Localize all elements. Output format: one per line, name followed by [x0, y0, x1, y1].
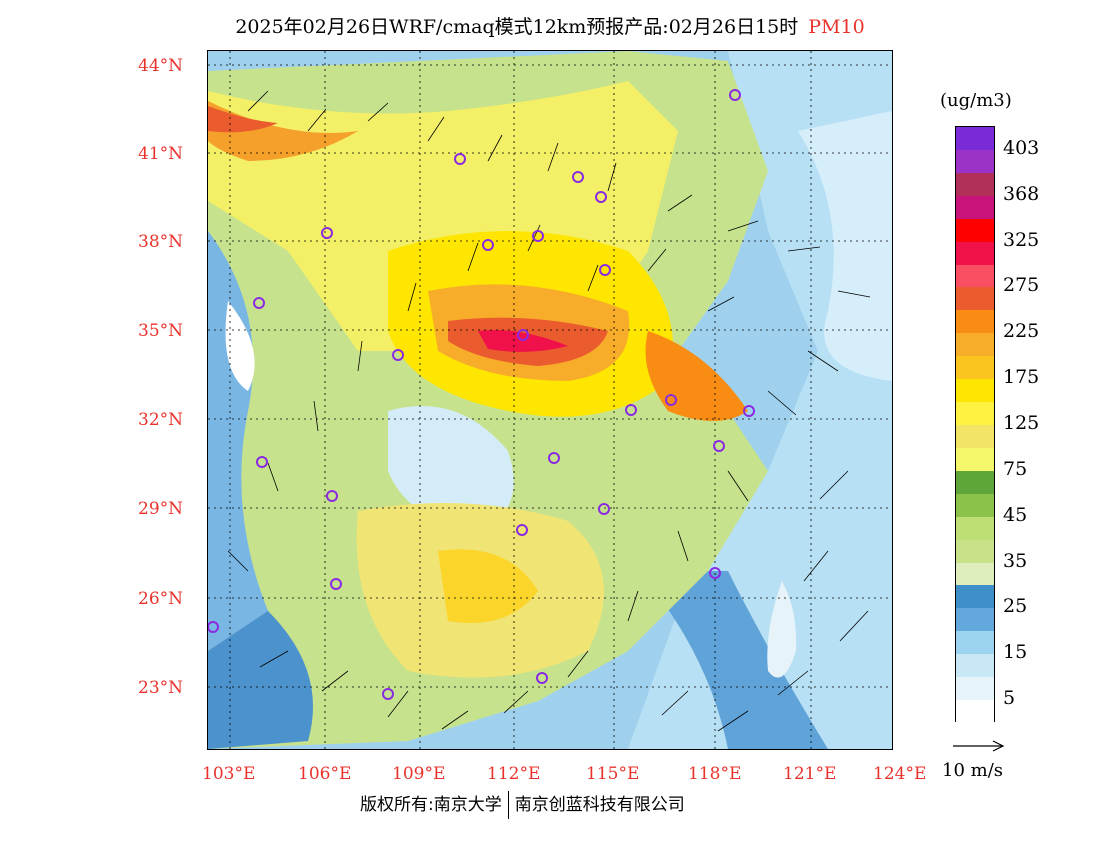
colorbar-segment [956, 470, 994, 494]
forecast-map [207, 50, 893, 750]
colorbar-label: 325 [1003, 228, 1040, 251]
wind-reference-arrow [953, 740, 1005, 752]
lat-label-44: 44°N [138, 56, 184, 76]
colorbar-label: 225 [1003, 320, 1040, 343]
wind-vectors [227, 90, 871, 732]
colorbar-segment [956, 608, 994, 632]
lon-label-124: 124°E [873, 764, 927, 784]
lat-label-35: 35°N [138, 321, 184, 341]
colorbar-segment [956, 402, 994, 425]
copyright-left: 版权所有:南京大学 [360, 795, 502, 815]
colorbar-label: 403 [1003, 136, 1040, 159]
colorbar-segment [956, 241, 994, 265]
lat-label-26: 26°N [138, 589, 184, 609]
colorbar-label: 5 [1003, 687, 1016, 710]
page-title: 2025年02月26日WRF/cmaq模式12km预报产品:02月26日15时 P… [0, 12, 1100, 39]
colorbar-segment [956, 585, 994, 609]
lon-label-103: 103°E [202, 764, 256, 784]
lat-label-32: 32°N [138, 410, 184, 430]
lat-label-41: 41°N [138, 144, 184, 164]
variable-name: PM10 [808, 16, 865, 38]
lat-label-23: 23°N [138, 678, 184, 698]
colorbar-segment [956, 516, 994, 540]
colorbar-segment [956, 631, 994, 655]
colorbar-segment [956, 447, 994, 471]
colorbar-label: 25 [1003, 595, 1028, 618]
colorbar-label: 275 [1003, 274, 1040, 297]
colorbar-label: 35 [1003, 549, 1028, 572]
copyright-right: 南京创蓝科技有限公司 [514, 795, 685, 815]
lat-label-38: 38°N [138, 232, 184, 252]
lat-label-29: 29°N [138, 499, 184, 519]
colorbar-segment [956, 264, 994, 288]
colorbar-segment [956, 424, 994, 448]
colorbar-segment [956, 127, 994, 150]
wind-reference-label: 10 m/s [942, 760, 1003, 781]
lon-label-115: 115°E [586, 764, 640, 784]
colorbar-segment [956, 172, 994, 196]
colorbar-segment [956, 677, 994, 701]
lon-label-109: 109°E [392, 764, 446, 784]
lon-label-121: 121°E [783, 764, 837, 784]
lon-label-118: 118°E [688, 764, 742, 784]
colorbar-segment [956, 493, 994, 517]
colorbar-label: 175 [1003, 366, 1040, 389]
colorbar-segment [956, 539, 994, 563]
colorbar-segment [956, 333, 994, 357]
colorbar-segment [956, 700, 994, 723]
pm10-colorbar [955, 126, 995, 723]
colorbar-segment [956, 287, 994, 311]
copyright: 版权所有:南京大学 南京创蓝科技有限公司 [360, 790, 685, 819]
title-text: 2025年02月26日WRF/cmaq模式12km预报产品:02月26日15时 [235, 16, 799, 38]
colorbar-label: 368 [1003, 182, 1040, 205]
colorbar-label: 75 [1003, 457, 1028, 480]
colorbar-label: 15 [1003, 641, 1028, 664]
colorbar-segment [956, 310, 994, 334]
city-markers [208, 89, 755, 700]
colorbar-segment [956, 149, 994, 173]
colorbar-segment [956, 654, 994, 678]
colorbar-segment [956, 195, 994, 219]
separator [507, 791, 509, 819]
colorbar-segment [956, 379, 994, 403]
colorbar-label: 45 [1003, 503, 1028, 526]
colorbar-segment [956, 356, 994, 380]
lon-label-106: 106°E [298, 764, 352, 784]
legend-unit: (ug/m3) [940, 90, 1012, 111]
colorbar-segment [956, 218, 994, 242]
lon-label-112: 112°E [487, 764, 541, 784]
pm10-field [208, 51, 892, 749]
colorbar-label: 125 [1003, 412, 1040, 434]
colorbar-segment [956, 562, 994, 586]
